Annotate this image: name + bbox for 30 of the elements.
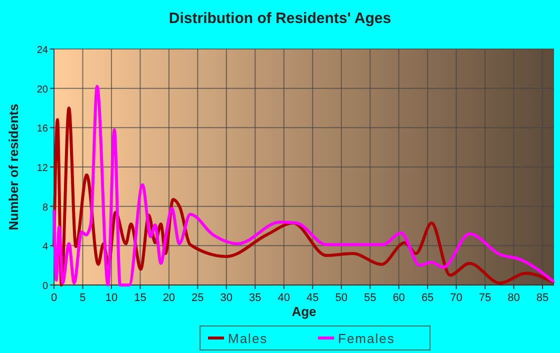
y-tick-label: 12 (36, 163, 48, 174)
x-tick-label: 0 (50, 292, 58, 304)
x-tick-label: 60 (392, 292, 405, 304)
y-tick-label: 8 (42, 202, 48, 214)
y-tick-label: 4 (42, 242, 48, 253)
y-tick-label: 20 (36, 84, 48, 96)
x-tick-label: 5 (80, 292, 86, 304)
x-axis-title: Age (292, 304, 316, 319)
y-tick-label: 16 (36, 124, 48, 135)
x-tick-label: 75 (478, 292, 492, 304)
legend-label: Males (228, 331, 268, 346)
x-tick-label: 25 (192, 292, 204, 304)
x-tick-label: 80 (508, 292, 520, 304)
x-tick-label: 55 (364, 292, 376, 304)
y-tick-label: 0 (42, 281, 48, 292)
x-tick-label: 15 (134, 292, 146, 304)
x-tick-label: 70 (450, 292, 462, 304)
y-axis-title: Number of residents (6, 104, 21, 230)
x-tick-label: 65 (421, 292, 434, 304)
x-tick-label: 10 (105, 292, 118, 304)
x-tick-label: 85 (536, 292, 549, 304)
x-tick-label: 35 (249, 292, 262, 304)
legend-label: Females (338, 331, 395, 346)
x-tick-label: 40 (278, 292, 290, 304)
x-tick-label: 20 (162, 292, 176, 304)
y-tick-label: 24 (36, 45, 48, 56)
x-tick-label: 45 (306, 292, 319, 304)
x-tick-label: 50 (335, 292, 348, 304)
x-tick-label: 30 (220, 292, 233, 304)
chart-title: Distribution of Residents' Ages (168, 10, 392, 27)
